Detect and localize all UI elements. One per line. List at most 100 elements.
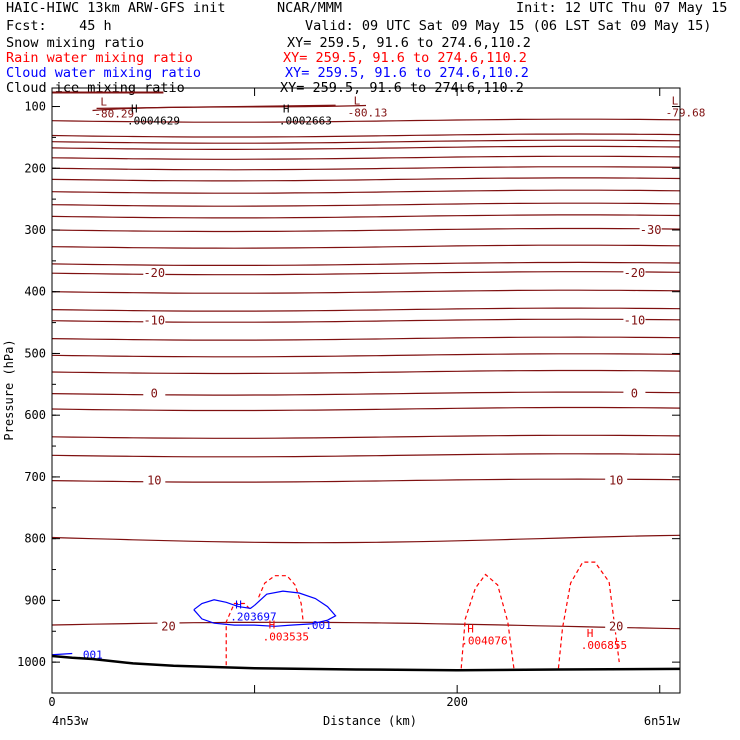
ice-extremum-value: .0004629	[127, 115, 180, 128]
temp-extremum-kind: L	[354, 94, 361, 107]
rain-layer	[225, 561, 620, 669]
init-time: Init: 12 UTC Thu 07 May 15	[516, 0, 728, 16]
isotherm-label: -20	[143, 266, 165, 280]
x-tick-label: 0	[48, 695, 55, 709]
isotherm-label: 20	[161, 619, 175, 633]
isotherm-line	[51, 155, 681, 160]
isotherm-line	[51, 307, 681, 312]
isotherm-label-bg	[605, 619, 628, 633]
ice-extremum-kind: H	[131, 103, 138, 116]
isotherm-label-bg	[623, 313, 646, 327]
isotherm-label: -10	[143, 314, 165, 328]
isotherm-upper-line	[96, 104, 336, 109]
isotherm-line	[51, 139, 681, 144]
isotherm-line	[51, 189, 681, 194]
isotherm-line	[51, 177, 681, 182]
isotherm-label-bg	[143, 473, 166, 487]
rain-extremum-kind: H	[269, 618, 276, 631]
isotherm-label-bg	[157, 619, 180, 633]
isotherm-label: -30	[640, 223, 662, 237]
x-left-end-label: 4n53w	[52, 714, 89, 728]
x-right-end-label: 6n51w	[644, 714, 681, 728]
valid-time: Valid: 09 UTC Sat 09 May 15 (06 LST Sat …	[305, 18, 712, 34]
isotherm-layer	[51, 91, 681, 630]
temp-extremum-value: -79.68	[666, 106, 706, 119]
isotherm-label: 0	[631, 387, 638, 401]
isotherm-line	[51, 621, 681, 630]
forecast-hour: Fcst: 45 h	[6, 18, 112, 34]
y-tick-label: 900	[24, 593, 46, 607]
x-tick-label: 200	[446, 695, 468, 709]
rain-extremum-kind: H	[587, 627, 594, 640]
cloud-extremum-kind: H	[235, 599, 242, 612]
field-snow-label: Snow mixing ratio	[6, 35, 145, 51]
rain-contour	[258, 575, 304, 623]
isotherm-line	[51, 353, 681, 358]
isotherm-line	[51, 133, 681, 138]
isotherm-line	[51, 453, 681, 458]
field-cloud-water-xy: XY= 259.5, 91.6 to 274.6,110.2	[285, 65, 529, 81]
temp-extremum-kind: L	[672, 94, 679, 107]
isotherm-line	[51, 118, 681, 123]
isotherm-label: 0	[151, 387, 158, 401]
cloud-contour	[193, 599, 255, 611]
x-axis-title: Distance (km)	[323, 714, 417, 728]
isotherm-line	[51, 202, 681, 207]
plot-frame	[51, 87, 681, 694]
rain-contour	[225, 602, 251, 666]
isotherm-label-bg	[605, 473, 628, 487]
field-cloud-water-label: Cloud water mixing ratio	[6, 65, 202, 81]
temp-extremum-kind: L	[100, 96, 107, 109]
rain-contour	[460, 573, 515, 669]
temp-extremum-value: -80.29	[94, 108, 134, 121]
isotherm-line	[51, 166, 681, 171]
isotherm-label-bg	[639, 222, 662, 236]
isotherm-label-bg	[623, 266, 646, 280]
field-rain-xy: XY= 259.5, 91.6 to 274.6,110.2	[283, 50, 527, 66]
isotherm-label: 10	[609, 474, 623, 488]
y-tick-label: 400	[24, 285, 46, 299]
field-rain-label: Rain water mixing ratio	[6, 50, 193, 66]
cloud-layer	[51, 590, 337, 656]
terrain-line	[51, 654, 681, 672]
temp-extremum-value: -80.13	[348, 106, 388, 119]
cloud-extremum-value: .203697	[230, 611, 276, 624]
cloud-contour-label: .001	[305, 619, 332, 632]
rain-extremum-value: .006855	[581, 639, 627, 652]
org-label: NCAR/MMM	[277, 0, 343, 16]
isotherm-line	[51, 534, 681, 544]
isotherm-label: -10	[624, 314, 646, 328]
isotherm-line	[51, 261, 681, 266]
model-title: HAIC-HIWC 13km ARW-GFS init	[6, 0, 226, 16]
isotherm-line	[51, 289, 681, 294]
rain-extremum-value: .004076	[461, 635, 507, 648]
isotherm-line	[51, 434, 681, 439]
isotherm-label-bg	[623, 386, 646, 400]
isotherm-line	[51, 145, 681, 150]
rain-extremum-value: .003535	[263, 630, 309, 643]
y-tick-label: 100	[24, 100, 46, 114]
y-tick-label: 200	[24, 161, 46, 175]
y-tick-label: 500	[24, 346, 46, 360]
ice-extremum-kind: H	[283, 103, 290, 116]
isotherm-line	[51, 336, 681, 341]
isotherm-line	[51, 369, 681, 375]
y-tick-label: 800	[24, 532, 46, 546]
y-axis-title: Pressure (hPa)	[2, 339, 16, 440]
y-tick-label: 1000	[17, 655, 46, 669]
isotherm-line	[51, 214, 681, 219]
y-tick-label: 600	[24, 408, 46, 422]
y-tick-label: 300	[24, 223, 46, 237]
cloud-contour-outer	[193, 590, 337, 627]
isotherm-label-bg	[143, 386, 166, 400]
isotherm-label-bg	[143, 266, 166, 280]
ice-extremum-value: .0002663	[279, 115, 332, 128]
y-tick-label: 700	[24, 470, 46, 484]
isotherm-label: 20	[609, 619, 623, 633]
isotherm-label: 10	[147, 474, 161, 488]
isotherm-line	[51, 406, 681, 412]
cloud-contour-low	[51, 652, 73, 656]
